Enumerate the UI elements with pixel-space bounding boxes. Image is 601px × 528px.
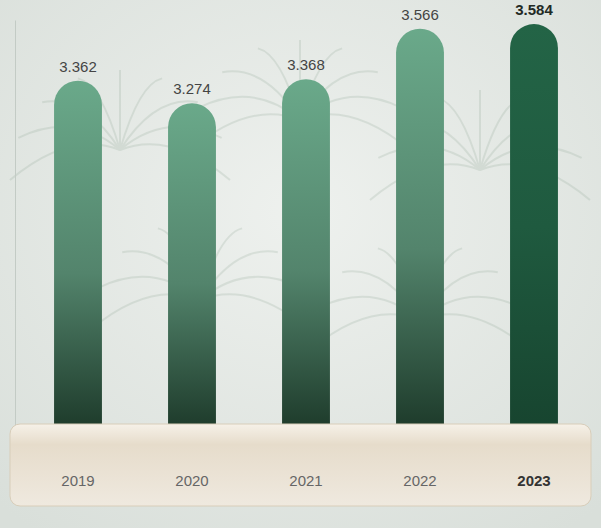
- bar: [282, 79, 330, 428]
- bar: [510, 24, 558, 428]
- background: [0, 0, 601, 528]
- x-tick: 2021: [289, 472, 322, 489]
- bar: [54, 81, 102, 428]
- x-tick: 2019: [61, 472, 94, 489]
- data-label: 3.274: [173, 80, 211, 97]
- x-tick: 2020: [175, 472, 208, 489]
- chart: 2019 2020 2021 2022 2023 3.362 3.274 3.368 3.566…: [0, 0, 601, 528]
- x-tick: 2022: [403, 472, 436, 489]
- bars: [54, 24, 558, 428]
- data-label: 3.368: [287, 56, 325, 73]
- x-axis: 2019 2020 2021 2022 2023: [61, 472, 550, 489]
- data-label: 3.584: [515, 1, 553, 18]
- x-tick-label: 2019: [61, 472, 94, 489]
- data-label: 3.362: [59, 58, 97, 75]
- x-tick-label: 2022: [403, 472, 436, 489]
- foliage-stroke: [479, 90, 481, 170]
- foliage-stroke: [438, 98, 480, 170]
- data-labels: 3.362 3.274 3.368 3.566 3.584: [59, 1, 553, 97]
- data-label: 3.566: [401, 6, 439, 23]
- bar: [168, 103, 216, 428]
- bar: [396, 29, 444, 428]
- y-axis-line: [15, 21, 16, 429]
- x-tick-label: 2020: [175, 472, 208, 489]
- x-tick-label: 2023: [517, 472, 550, 489]
- x-tick-label: 2021: [289, 472, 322, 489]
- x-tick: 2023: [517, 472, 550, 489]
- foliage-stroke: [119, 70, 121, 150]
- pedestal: [10, 424, 591, 506]
- y-axis: [15, 21, 16, 429]
